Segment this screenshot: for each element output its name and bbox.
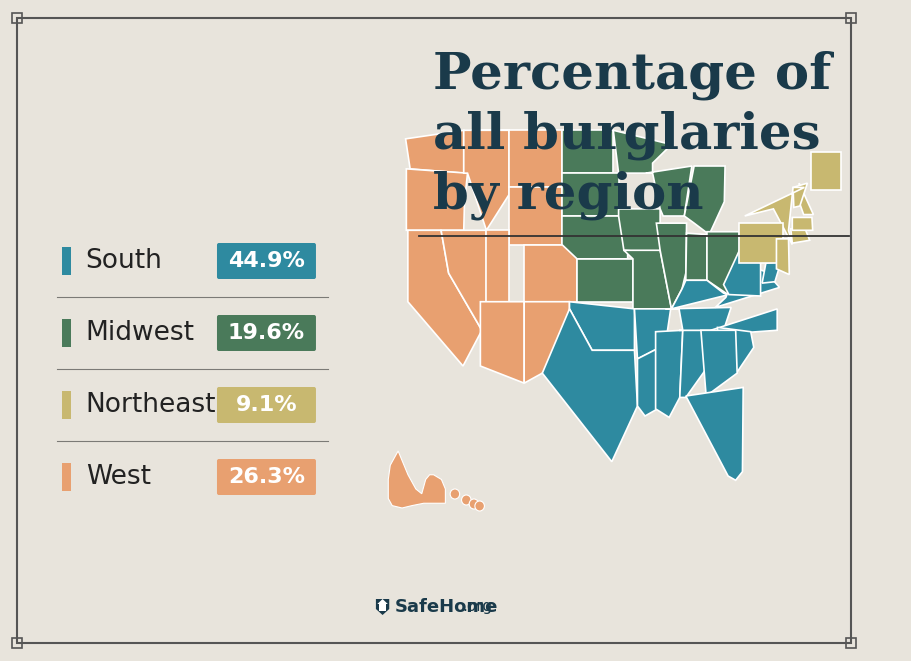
Polygon shape — [701, 330, 736, 396]
Polygon shape — [798, 183, 813, 215]
Circle shape — [461, 495, 471, 505]
Polygon shape — [561, 216, 627, 259]
Bar — [62, 247, 71, 275]
Bar — [62, 463, 71, 491]
Polygon shape — [792, 217, 812, 230]
Polygon shape — [561, 173, 618, 216]
Circle shape — [450, 489, 459, 499]
Polygon shape — [810, 152, 841, 190]
Polygon shape — [637, 344, 674, 416]
Text: .org: .org — [462, 600, 492, 615]
Bar — [13, 638, 22, 648]
Bar — [845, 13, 855, 23]
Text: Percentage of: Percentage of — [433, 51, 830, 100]
Text: 44.9%: 44.9% — [228, 251, 304, 271]
Text: all burglaries: all burglaries — [433, 111, 820, 161]
Polygon shape — [706, 232, 739, 295]
Text: Northeast: Northeast — [86, 392, 216, 418]
Polygon shape — [542, 309, 637, 462]
Polygon shape — [471, 130, 561, 188]
Polygon shape — [717, 327, 753, 373]
Polygon shape — [645, 166, 691, 216]
Polygon shape — [388, 451, 445, 508]
Polygon shape — [407, 230, 481, 366]
Polygon shape — [612, 130, 670, 173]
Polygon shape — [524, 301, 568, 383]
Bar — [13, 13, 22, 23]
Polygon shape — [463, 130, 508, 230]
Polygon shape — [793, 183, 806, 208]
Polygon shape — [722, 251, 760, 296]
Polygon shape — [618, 209, 660, 253]
FancyBboxPatch shape — [217, 459, 315, 495]
Text: SafeHome: SafeHome — [394, 598, 497, 616]
Bar — [62, 391, 71, 419]
Polygon shape — [377, 599, 387, 604]
Polygon shape — [577, 259, 632, 301]
Bar — [378, 604, 386, 611]
Polygon shape — [710, 309, 776, 333]
Polygon shape — [762, 262, 780, 283]
Polygon shape — [634, 309, 670, 359]
Circle shape — [468, 499, 478, 509]
Polygon shape — [665, 307, 731, 330]
FancyBboxPatch shape — [217, 243, 315, 279]
Polygon shape — [679, 330, 705, 397]
Text: West: West — [86, 464, 150, 490]
Circle shape — [475, 501, 484, 511]
Polygon shape — [790, 229, 809, 243]
Polygon shape — [739, 223, 783, 263]
Text: 26.3%: 26.3% — [228, 467, 304, 487]
Text: Midwest: Midwest — [86, 320, 194, 346]
Bar — [62, 319, 71, 347]
Polygon shape — [441, 230, 486, 330]
Polygon shape — [714, 263, 779, 307]
Polygon shape — [508, 188, 561, 245]
Bar — [845, 638, 855, 648]
Polygon shape — [744, 188, 804, 245]
Polygon shape — [561, 130, 612, 173]
Polygon shape — [486, 230, 508, 301]
Polygon shape — [685, 233, 706, 280]
Polygon shape — [655, 330, 682, 418]
Polygon shape — [480, 301, 524, 383]
Polygon shape — [623, 251, 670, 309]
FancyBboxPatch shape — [217, 315, 315, 351]
FancyBboxPatch shape — [217, 387, 315, 423]
Text: by region: by region — [433, 171, 702, 221]
Polygon shape — [406, 169, 467, 230]
Polygon shape — [375, 599, 389, 615]
Text: 9.1%: 9.1% — [235, 395, 297, 415]
Polygon shape — [670, 280, 728, 309]
Polygon shape — [568, 301, 634, 350]
Polygon shape — [775, 239, 788, 274]
Text: South: South — [86, 248, 162, 274]
Polygon shape — [683, 166, 724, 235]
Text: 19.6%: 19.6% — [228, 323, 304, 343]
Polygon shape — [405, 130, 463, 173]
Polygon shape — [656, 223, 686, 309]
Polygon shape — [524, 245, 577, 301]
Polygon shape — [685, 387, 742, 481]
